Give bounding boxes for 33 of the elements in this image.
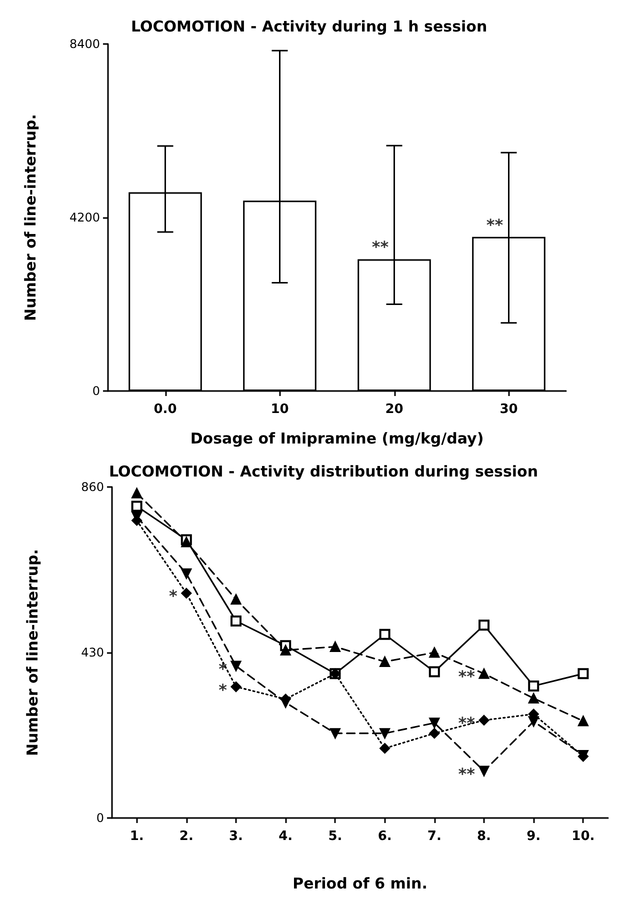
y-tick-label: 860 [81,480,104,494]
y-tick-label: 430 [81,646,104,660]
x-tick-label: 5. [328,829,342,844]
x-tick-label: 2. [179,829,194,844]
x-tick-label: 0.0 [154,402,177,417]
x-tick-label: 4. [278,829,293,844]
chart-title: LOCOMOTION - Activity during 1 h session [131,18,488,36]
annotation: ** [458,667,476,686]
y-tick-label: 0 [92,384,100,398]
y-tick-label: 8400 [69,37,100,51]
x-tick-label: 7. [427,829,442,844]
x-tick-label: 10. [572,829,595,844]
y-tick-label: 4200 [69,210,100,224]
annotation: * [169,586,178,606]
y-axis-title: Number of line-interrup. [24,549,42,756]
annotation: ** [486,215,504,234]
annotation: ** [458,714,476,733]
x-tick-label: 9. [526,829,541,844]
annotation: * [218,680,228,700]
x-tick-label: 10 [270,402,289,417]
x-axis-title: Dosage of Imipramine (mg/kg/day) [190,430,484,448]
chart-title: LOCOMOTION - Activity distribution during session [109,462,538,480]
annotation: ** [458,764,476,784]
x-tick-label: 1. [130,829,144,844]
x-tick-label: 6. [378,829,392,844]
y-axis-title: Number of line-interrup. [22,114,40,321]
y-tick-label: 0 [96,811,104,825]
x-axis-title: Period of 6 min. [292,874,428,892]
x-tick-label: 8. [477,829,491,844]
x-tick-label: 30 [500,402,518,417]
x-tick-label: 20 [385,402,404,417]
annotation: ** [372,238,390,257]
x-tick-label: 3. [229,829,243,844]
